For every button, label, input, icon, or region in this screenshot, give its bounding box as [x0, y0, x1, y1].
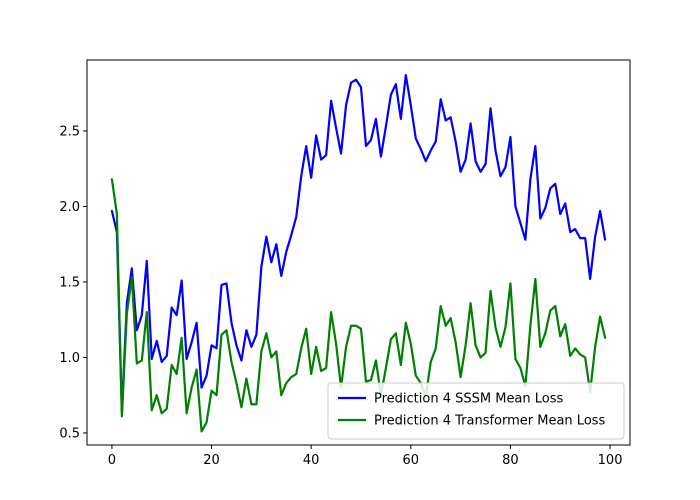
x-tick-label: 100 [598, 453, 623, 468]
y-tick-label: 1.0 [59, 351, 80, 366]
x-tick-label: 80 [502, 453, 519, 468]
x-tick-label: 40 [303, 453, 320, 468]
legend: Prediction 4 SSSM Mean Loss Prediction 4 … [327, 382, 625, 440]
y-axis-ticks: 0.5 1.0 1.5 2.0 2.5 [59, 124, 87, 441]
y-tick-label: 0.5 [59, 426, 80, 441]
x-tick-label: 60 [403, 453, 420, 468]
x-axis-ticks: 0 20 40 60 80 100 [108, 445, 623, 468]
y-tick-label: 1.5 [59, 275, 80, 290]
x-tick-label: 0 [108, 453, 116, 468]
axes-frame [86, 59, 631, 446]
y-tick-label: 2.0 [59, 200, 80, 215]
x-tick-label: 20 [203, 453, 220, 468]
legend-label-2: Prediction 4 Transformer Mean Loss [374, 414, 606, 429]
y-tick-label: 2.5 [59, 124, 80, 139]
legend-label-1: Prediction 4 SSSM Mean Loss [374, 392, 564, 407]
series-layer [110, 73, 607, 433]
series-line-2 [110, 178, 607, 433]
series-line-1 [110, 73, 607, 413]
legend-box [327, 382, 625, 440]
